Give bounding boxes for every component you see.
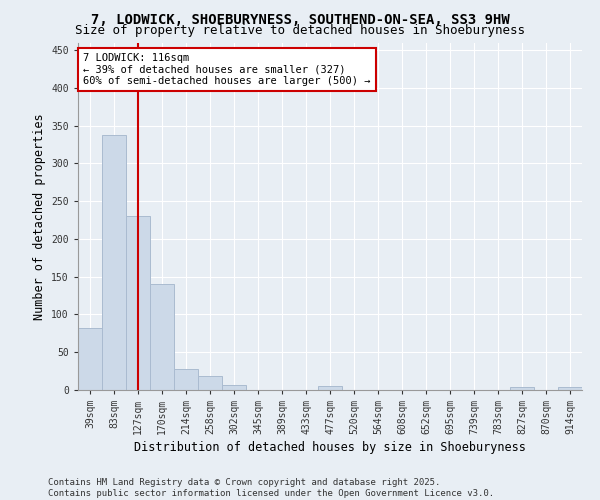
Bar bbox=[198, 376, 222, 390]
X-axis label: Distribution of detached houses by size in Shoeburyness: Distribution of detached houses by size … bbox=[134, 441, 526, 454]
Bar bbox=[510, 387, 534, 390]
Bar bbox=[78, 328, 102, 390]
Bar bbox=[174, 369, 198, 390]
Bar bbox=[558, 387, 582, 390]
Bar bbox=[318, 386, 342, 390]
Text: Contains HM Land Registry data © Crown copyright and database right 2025.
Contai: Contains HM Land Registry data © Crown c… bbox=[48, 478, 494, 498]
Bar bbox=[222, 384, 246, 390]
Bar bbox=[126, 216, 150, 390]
Text: 7, LODWICK, SHOEBURYNESS, SOUTHEND-ON-SEA, SS3 9HW: 7, LODWICK, SHOEBURYNESS, SOUTHEND-ON-SE… bbox=[91, 12, 509, 26]
Y-axis label: Number of detached properties: Number of detached properties bbox=[33, 113, 46, 320]
Text: Size of property relative to detached houses in Shoeburyness: Size of property relative to detached ho… bbox=[75, 24, 525, 37]
Bar bbox=[150, 284, 174, 390]
Text: 7 LODWICK: 116sqm
← 39% of detached houses are smaller (327)
60% of semi-detache: 7 LODWICK: 116sqm ← 39% of detached hous… bbox=[83, 53, 371, 86]
Bar bbox=[102, 136, 126, 390]
